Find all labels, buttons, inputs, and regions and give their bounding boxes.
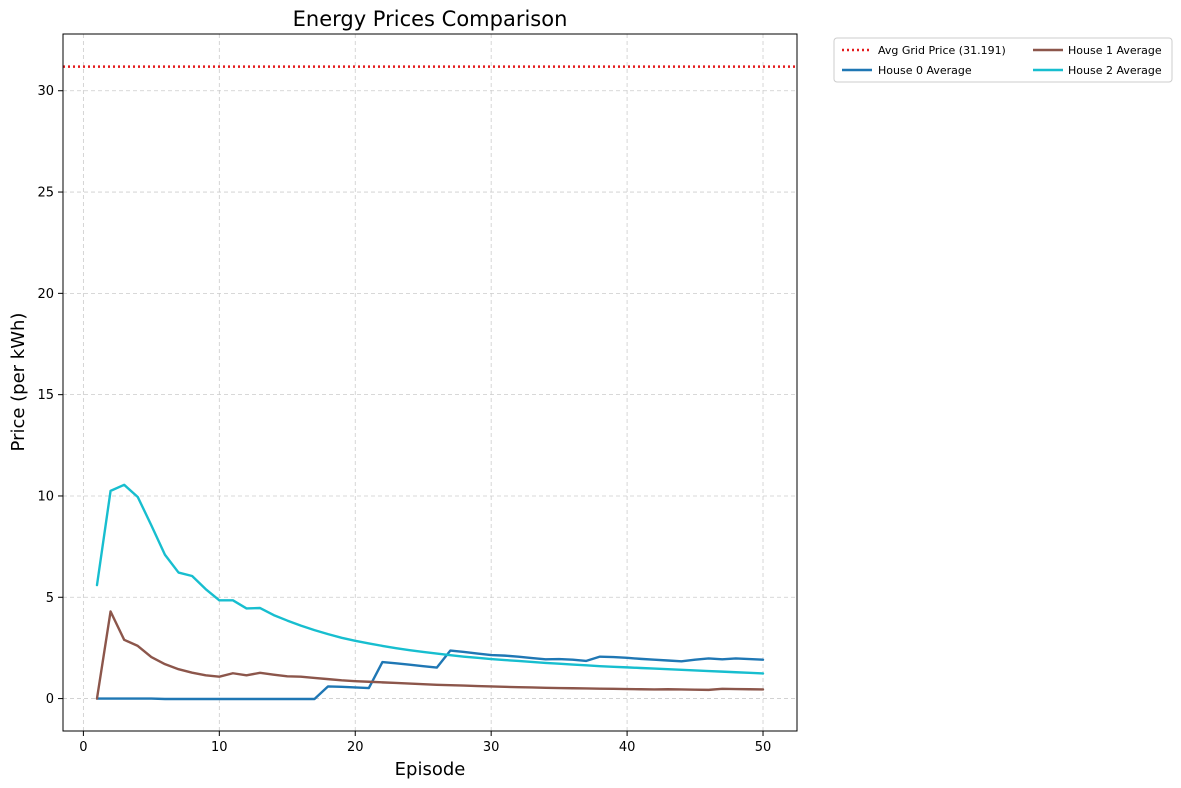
series-group [95, 483, 765, 701]
y-tick-label: 15 [37, 388, 54, 403]
x-tick-label: 10 [211, 740, 228, 755]
series-line-house-0 [95, 649, 765, 701]
y-tick-label: 20 [37, 287, 54, 302]
y-tick-label: 0 [46, 692, 54, 707]
grid [63, 34, 797, 731]
legend-label-house-2: House 2 Average [1068, 64, 1162, 77]
y-tick-label: 30 [37, 84, 54, 99]
x-axis-title: Episode [395, 759, 466, 780]
legend-label-grid-price: Avg Grid Price (31.191) [878, 44, 1006, 57]
y-tick-label: 5 [46, 591, 54, 606]
y-axis-title: Price (per kWh) [8, 313, 29, 452]
legend-frame [833, 37, 1173, 83]
plot-frame [62, 33, 798, 732]
legend-label-house-1: House 1 Average [1068, 44, 1162, 57]
legend-label-house-0: House 0 Average [878, 64, 972, 77]
x-tick-label: 40 [619, 740, 636, 755]
chart-title: Energy Prices Comparison [293, 7, 568, 31]
x-tick-label: 30 [483, 740, 500, 755]
axis-ticks: 0 10 20 30 40 50 0 5 10 15 20 25 30 [37, 84, 771, 755]
series-line-house-2 [95, 483, 765, 675]
x-tick-label: 50 [755, 740, 772, 755]
x-tick-label: 0 [79, 740, 87, 755]
y-tick-label: 10 [37, 489, 54, 504]
series-line-house-1 [95, 610, 765, 700]
x-tick-label: 20 [347, 740, 364, 755]
legend: Avg Grid Price (31.191) House 0 Average … [833, 37, 1173, 83]
y-tick-label: 25 [37, 186, 54, 201]
